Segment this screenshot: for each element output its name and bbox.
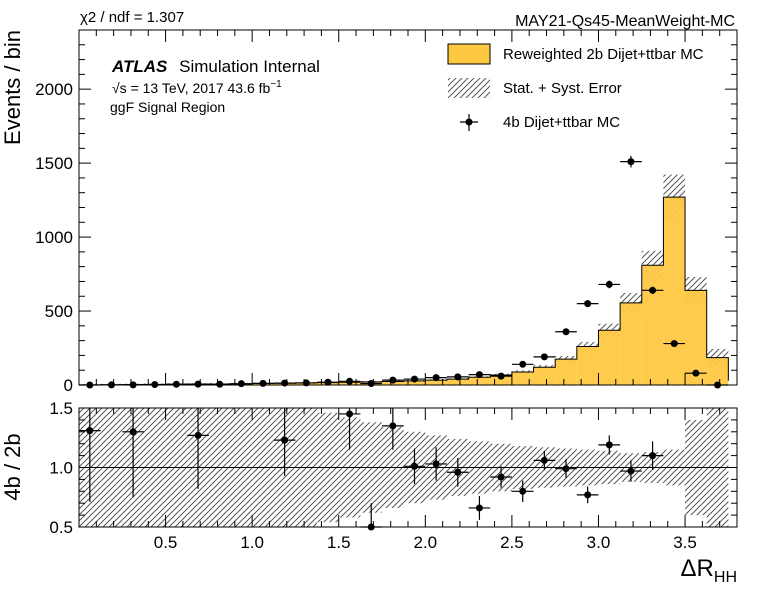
- ratio-ytick-label: 0.5: [49, 518, 73, 537]
- atlas-word: ATLAS: [111, 57, 168, 76]
- ratio-axis-ticks: 0.5 1.0 1.5 0.5 1.0 1.5 2.0 2.5 3.0 3.5: [49, 399, 737, 552]
- ratio-xtick-label: 2.0: [413, 533, 437, 552]
- ratio-point: [475, 504, 483, 512]
- data-point: [324, 378, 332, 386]
- main-histogram: [78, 196, 729, 386]
- energy-text: = 13 TeV, 2017 43.6 fb: [127, 80, 271, 96]
- ratio-point: [346, 410, 354, 418]
- internal-word: Simulation Internal: [179, 57, 320, 76]
- data-point: [670, 340, 678, 348]
- main-ylabel: Events / bin: [0, 30, 25, 145]
- legend-data-label: 4b Dijet+ttbar MC: [503, 114, 620, 131]
- legend-err-label: Stat. + Syst. Error: [503, 80, 622, 97]
- data-point: [605, 280, 613, 288]
- data-point: [649, 286, 657, 294]
- ratio-point: [432, 460, 440, 468]
- main-axis-ticks: 0 500 1000 1500 2000: [35, 29, 737, 395]
- legend-data-marker: [465, 118, 473, 126]
- data-point: [497, 372, 505, 380]
- ratio-xtick-label: 1.5: [327, 533, 351, 552]
- data-point: [410, 375, 418, 383]
- histogram-bar: [706, 357, 729, 385]
- xlabel-main: ΔR: [681, 555, 714, 582]
- histogram-bar: [446, 379, 469, 385]
- ratio-xtick-label: 3.0: [587, 533, 611, 552]
- data-point: [259, 379, 267, 387]
- xlabel-sub: HH: [714, 569, 737, 586]
- main-ytick-label: 2000: [35, 80, 73, 99]
- legend: Reweighted 2b Dijet+ttbar MC Stat. + Sys…: [447, 43, 704, 131]
- histogram-bar: [490, 374, 512, 385]
- ratio-ylabel: 4b / 2b: [0, 433, 25, 500]
- atlas-label: ATLAS Simulation Internal: [111, 57, 320, 76]
- energy-sup: −1: [270, 79, 282, 90]
- sample-label: MAY21-Qs45-MeanWeight-MC: [515, 13, 735, 30]
- main-panel: 0 500 1000 1500 2000 Events / bin: [0, 29, 738, 395]
- ratio-point: [649, 452, 657, 460]
- histogram-bar: [403, 380, 426, 385]
- histogram-bar: [641, 265, 664, 385]
- main-ytick-label: 1500: [35, 154, 73, 173]
- ratio-point: [129, 428, 137, 436]
- main-ytick-label: 1000: [35, 228, 73, 247]
- chi2-label: χ2 / ndf = 1.307: [80, 9, 184, 26]
- ratio-point: [410, 462, 418, 470]
- histogram-bar: [598, 330, 621, 385]
- main-ytick-label: 500: [45, 302, 73, 321]
- ratio-xtick-label: 0.5: [154, 533, 178, 552]
- main-data-points: [79, 155, 729, 389]
- ratio-xlabel: ΔRHH: [681, 555, 737, 586]
- ratio-point: [627, 467, 635, 475]
- histogram-bar: [685, 290, 707, 385]
- ratio-point: [86, 427, 94, 435]
- ratio-point: [194, 431, 202, 439]
- histogram-bar: [533, 367, 556, 385]
- histogram-bar: [576, 346, 599, 385]
- data-point: [237, 380, 245, 388]
- data-point: [454, 373, 462, 381]
- data-point: [627, 158, 635, 166]
- data-point: [346, 377, 354, 385]
- legend-bkg-swatch: [447, 43, 491, 65]
- histogram-bar: [555, 359, 577, 385]
- ratio-point: [562, 465, 570, 473]
- ratio-point: [584, 491, 592, 499]
- histogram-bar: [620, 302, 642, 385]
- data-point: [172, 380, 180, 388]
- ratio-data-points: [79, 408, 664, 531]
- energy-label: √s = 13 TeV, 2017 43.6 fb−1: [112, 79, 282, 96]
- ratio-point: [519, 487, 527, 495]
- legend-bkg-label: Reweighted 2b Dijet+ttbar MC: [503, 46, 704, 63]
- ratio-xtick-label: 2.5: [500, 533, 524, 552]
- ratio-point: [281, 436, 289, 444]
- main-ytick-label: 0: [64, 376, 73, 395]
- ratio-point: [497, 473, 505, 481]
- histogram-bar: [425, 380, 447, 385]
- ratio-point: [605, 441, 613, 449]
- ratio-point: [454, 468, 462, 476]
- histogram-bar: [511, 371, 534, 385]
- legend-err-swatch: [448, 78, 490, 98]
- data-point: [475, 371, 483, 379]
- ratio-ytick-label: 1.0: [49, 459, 73, 478]
- data-point: [519, 360, 527, 368]
- sqrt-s: √s: [112, 80, 127, 96]
- data-point: [432, 374, 440, 382]
- data-point: [562, 328, 570, 336]
- region-label: ggF Signal Region: [110, 99, 225, 115]
- ratio-point: [389, 422, 397, 430]
- ratio-panel: 0.5 1.0 1.5 0.5 1.0 1.5 2.0 2.5 3.0 3.5 4b / 2b Δ…: [0, 399, 738, 586]
- data-point: [584, 300, 592, 308]
- ratio-ytick-label: 1.5: [49, 399, 73, 418]
- histogram-bar: [663, 197, 686, 385]
- histogram-bar: [468, 377, 491, 385]
- data-point: [540, 353, 548, 361]
- ratio-xtick-label: 1.0: [240, 533, 264, 552]
- ratio-xtick-label: 3.5: [673, 533, 697, 552]
- ratio-point: [540, 456, 548, 464]
- data-point: [692, 369, 700, 377]
